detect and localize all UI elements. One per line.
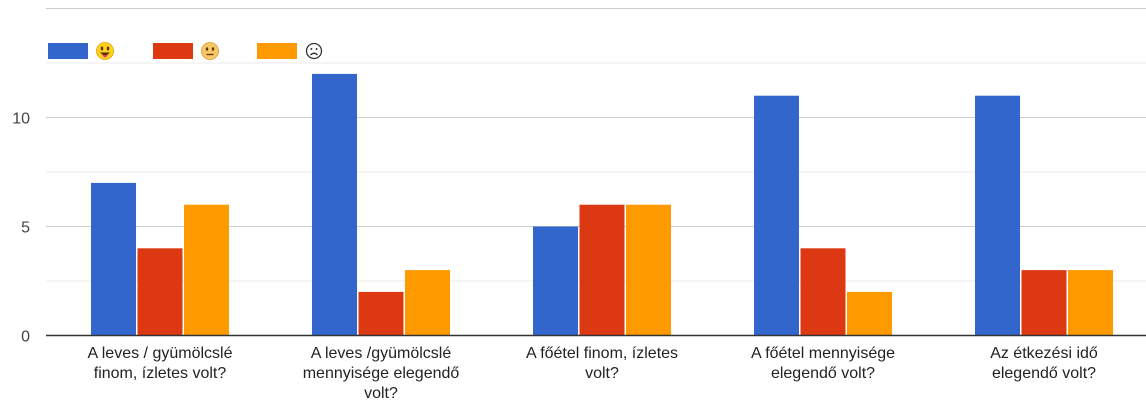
bar [91, 182, 136, 336]
bar [137, 248, 183, 336]
category-label: A leves / gyümölcslé finom, ízletes volt? [88, 345, 233, 382]
bar [358, 291, 404, 336]
bar [405, 270, 450, 336]
bar [184, 204, 229, 336]
bar [847, 291, 892, 336]
category-label: A főétel mennyisége elegendő volt? [751, 345, 895, 382]
category-label: A leves /gyümölcslé mennyisége elegendő vo… [303, 345, 460, 402]
bar [754, 95, 799, 336]
bar [312, 73, 357, 336]
legend-face-icon [201, 42, 219, 60]
legend-swatch [257, 43, 297, 59]
legend-swatch [153, 43, 193, 59]
bar [1068, 270, 1113, 336]
y-tick-label: 10 [12, 111, 30, 128]
bar [1021, 270, 1067, 336]
bar [975, 95, 1020, 336]
legend-item [257, 42, 323, 60]
bar [800, 248, 846, 336]
category-label: A főétel finom, ízletes volt? [526, 345, 678, 382]
y-axis-ticks: 0 5 10 [12, 111, 30, 346]
legend [48, 42, 323, 60]
legend-face-icon [96, 42, 114, 60]
legend-swatch [48, 43, 88, 59]
bar [626, 204, 671, 336]
gridlines [46, 8, 1146, 282]
bar [533, 226, 578, 336]
category-label: Az étkezési idő elegendő volt? [990, 345, 1098, 382]
y-tick-label: 5 [21, 220, 30, 237]
y-tick-label: 0 [21, 329, 30, 346]
bar [579, 204, 625, 336]
bars [91, 73, 1113, 336]
x-axis-labels: A leves / gyümölcslé finom, ízletes volt?… [88, 345, 1098, 402]
legend-item [48, 42, 114, 60]
legend-face-icon [305, 42, 323, 60]
legend-item [153, 42, 219, 60]
